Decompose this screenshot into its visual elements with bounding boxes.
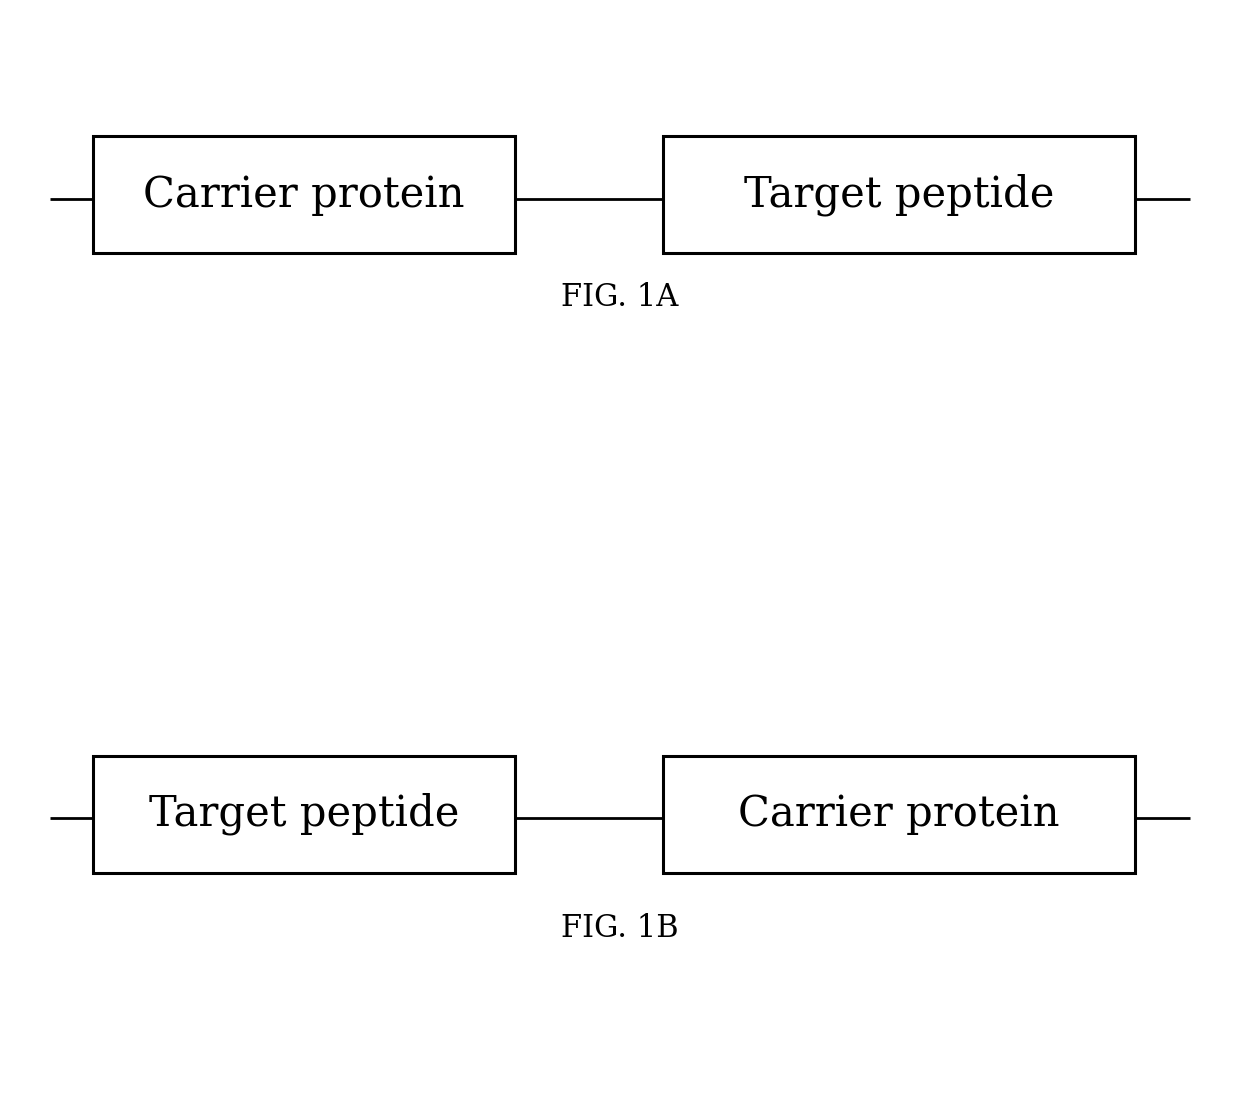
- FancyBboxPatch shape: [663, 756, 1135, 873]
- Text: FIG. 1A: FIG. 1A: [562, 282, 678, 314]
- Text: FIG. 1B: FIG. 1B: [562, 913, 678, 944]
- Text: Carrier protein: Carrier protein: [738, 793, 1060, 835]
- FancyBboxPatch shape: [93, 756, 515, 873]
- FancyBboxPatch shape: [93, 136, 515, 253]
- FancyBboxPatch shape: [663, 136, 1135, 253]
- Text: Target peptide: Target peptide: [744, 173, 1054, 217]
- Text: Target peptide: Target peptide: [149, 792, 459, 836]
- Text: Carrier protein: Carrier protein: [143, 174, 465, 215]
